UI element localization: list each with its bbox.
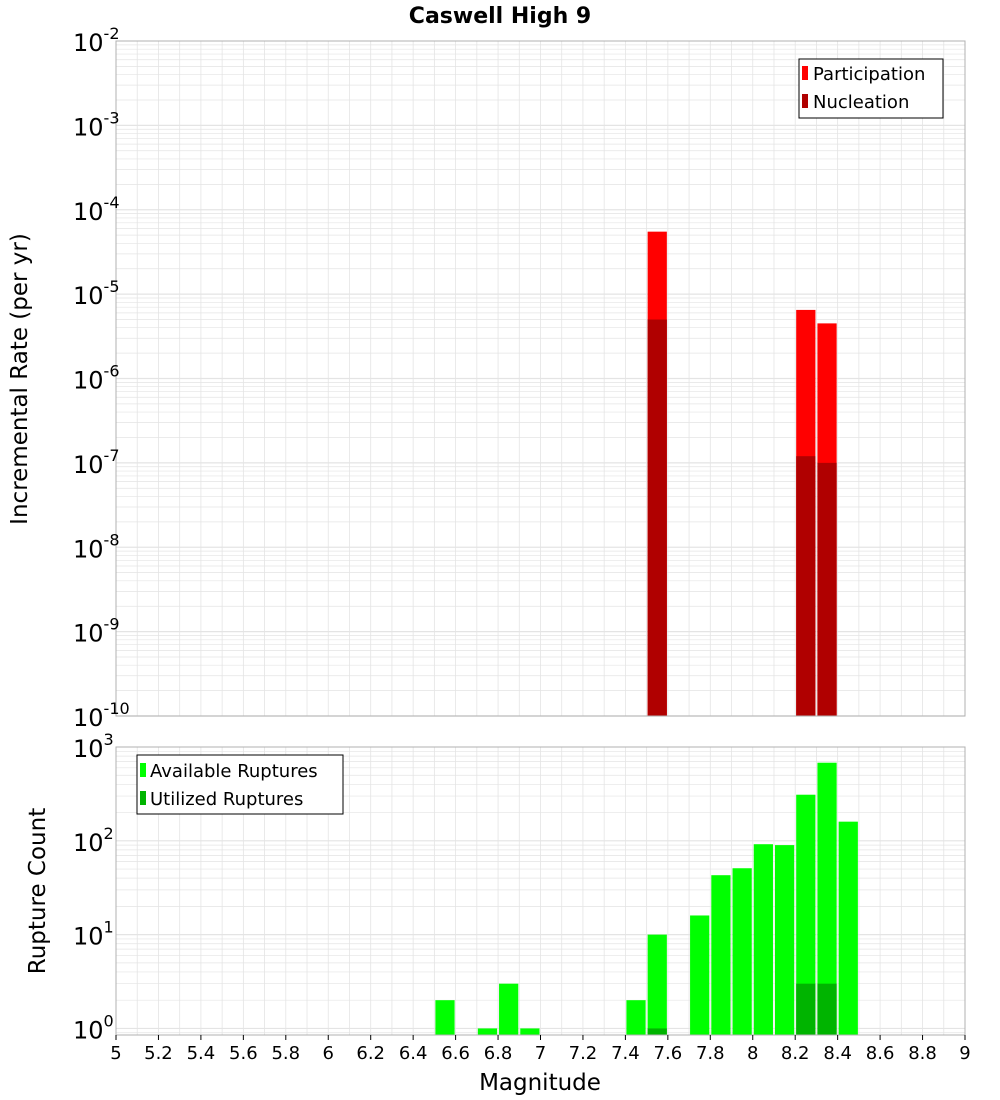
utilized-legend-swatch (140, 791, 146, 805)
x-tick-labels: 5 5.2 5.4 5.6 5.8 6 6.2 6.4 6.6 6.8 7 7.2 7.4 7.6 7.8 8… (110, 1035, 971, 1064)
x-tick-label: 6.2 (356, 1043, 385, 1064)
available-ruptures-bar (732, 868, 752, 1035)
x-tick-label: 7.4 (611, 1043, 640, 1064)
x-tick-label: 8.8 (908, 1043, 937, 1064)
available-ruptures-bar (690, 915, 710, 1035)
rate-gridlines (115, 41, 966, 717)
rate-bars (647, 231, 837, 716)
rate-y-tick-label: 10-9 (73, 615, 120, 648)
x-tick-label: 6.4 (399, 1043, 428, 1064)
x-axis-label: Magnitude (479, 1070, 601, 1096)
available-ruptures-bar (711, 875, 731, 1035)
nucleation-bar (647, 319, 667, 716)
available-legend-label: Available Ruptures (150, 761, 318, 782)
x-tick-label: 7.6 (654, 1043, 683, 1064)
x-tick-label: 7.8 (696, 1043, 725, 1064)
participation-legend-swatch (802, 66, 808, 80)
nucleation-bar (796, 456, 816, 716)
x-tick-label: 8.6 (866, 1043, 895, 1064)
utilized-legend-label: Utilized Ruptures (150, 789, 303, 810)
rate-y-tick-labels: 10-10 10-9 10-8 10-7 10-6 10-5 10-4 10-3 10-2 (73, 24, 130, 732)
nucleation-legend-label: Nucleation (813, 92, 909, 113)
rate-plot-frame (115, 40, 966, 717)
available-ruptures-bar (520, 1028, 540, 1035)
chart-title: Caswell High 9 (409, 4, 591, 29)
rate-y-axis-label: Incremental Rate (per yr) (7, 233, 33, 525)
count-y-tick-labels: 100 101 102 103 (73, 730, 114, 1044)
count-panel: 100 101 102 103 Rupture Count Available Rup… (25, 730, 966, 1044)
available-ruptures-bar (499, 983, 519, 1035)
x-tick-label: 5.2 (144, 1043, 173, 1064)
x-tick-label: 6 (323, 1043, 334, 1064)
nucleation-bar (817, 462, 837, 716)
x-tick-label: 8.2 (781, 1043, 810, 1064)
count-y-tick-label: 102 (73, 824, 114, 857)
x-tick-label: 5.6 (229, 1043, 258, 1064)
count-y-tick-label: 100 (73, 1011, 114, 1044)
x-tick-label: 7.2 (569, 1043, 598, 1064)
participation-legend-label: Participation (813, 64, 925, 85)
x-tick-label: 5.4 (187, 1043, 216, 1064)
available-ruptures-bar (817, 762, 837, 1035)
count-legend: Available Ruptures Utilized Ruptures (136, 754, 344, 815)
utilized-ruptures-bar (817, 983, 837, 1035)
available-ruptures-bar (796, 794, 816, 1035)
available-ruptures-bar (435, 1000, 455, 1035)
available-ruptures-bar (477, 1028, 498, 1035)
rate-y-tick-label: 10-2 (73, 24, 120, 57)
nucleation-legend-swatch (802, 94, 808, 108)
available-ruptures-bar (647, 934, 667, 1035)
rate-y-tick-label: 10-7 (73, 446, 120, 479)
count-y-tick-label: 103 (73, 730, 114, 763)
x-tick-label: 6.8 (484, 1043, 513, 1064)
rate-y-tick-label: 10-6 (73, 362, 120, 395)
x-tick-label: 6.6 (441, 1043, 470, 1064)
x-tick-label: 9 (959, 1043, 970, 1064)
rate-panel: 10-10 10-9 10-8 10-7 10-6 10-5 10-4 10-3 10-2 In… (7, 24, 966, 732)
utilized-ruptures-bar (796, 983, 816, 1035)
available-ruptures-bar (774, 845, 795, 1035)
rate-y-tick-label: 10-10 (73, 699, 130, 732)
rate-y-tick-label: 10-3 (73, 108, 120, 141)
available-legend-swatch (140, 763, 146, 777)
available-ruptures-bar (753, 844, 773, 1035)
x-tick-label: 8 (747, 1043, 758, 1064)
rate-y-tick-label: 10-8 (73, 530, 120, 563)
x-tick-label: 7 (535, 1043, 546, 1064)
rate-legend-box (798, 58, 944, 119)
count-legend-box (136, 754, 344, 815)
rate-y-tick-label: 10-5 (73, 277, 120, 310)
rate-y-tick-label: 10-4 (73, 193, 120, 226)
x-tick-label: 5 (110, 1043, 121, 1064)
x-tick-label: 5.8 (271, 1043, 300, 1064)
rate-legend: Participation Nucleation (798, 58, 944, 119)
count-bars (435, 762, 858, 1035)
utilized-ruptures-bar (647, 1028, 667, 1035)
available-ruptures-bar (838, 821, 858, 1035)
x-tick-label: 8.4 (823, 1043, 852, 1064)
count-y-axis-label: Rupture Count (25, 808, 51, 974)
count-y-tick-label: 101 (73, 918, 114, 951)
available-ruptures-bar (626, 1000, 646, 1035)
